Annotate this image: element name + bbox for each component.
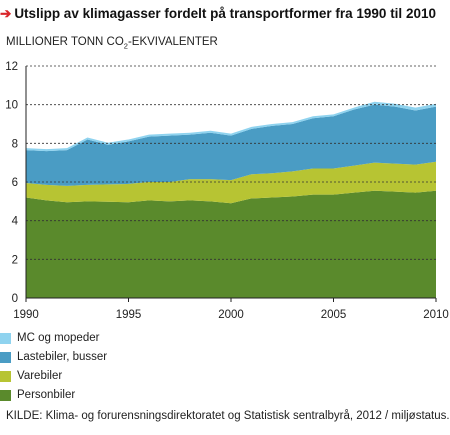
- y-tick-label: 6: [12, 177, 18, 189]
- legend-label: Lastebiler, busser: [17, 351, 108, 363]
- x-tick-label: 1990: [13, 309, 39, 321]
- gridlines: [26, 65, 436, 260]
- legend-swatch: [0, 352, 11, 363]
- legend-label: Varebiler: [17, 370, 63, 382]
- y-tick-label: 8: [12, 138, 18, 150]
- y-tick-label: 12: [5, 61, 18, 73]
- legend-swatch: [0, 371, 11, 382]
- legend-swatch: [0, 390, 11, 401]
- legend-label: MC og mopeder: [17, 332, 100, 344]
- area-varebiler: [26, 161, 436, 204]
- y-axis-unit-label: MILLIONER TONN CO2-EKVIVALENTER: [6, 36, 218, 50]
- arrow-right-icon: ➔: [0, 6, 12, 21]
- x-tick-label: 2010: [423, 309, 449, 321]
- unit-subscript: 2: [123, 41, 128, 51]
- y-tick-label: 0: [12, 293, 18, 305]
- chart-title: ➔ Utslipp av klimagasser fordelt på trans…: [0, 6, 436, 22]
- area-personbiler: [26, 190, 436, 298]
- unit-prefix: MILLIONER TONN CO: [6, 36, 124, 48]
- y-tick-label: 4: [12, 216, 19, 228]
- source-note: KILDE: Klima- og forurensningsdirektorat…: [6, 410, 450, 422]
- legend-label: Personbiler: [17, 389, 76, 401]
- legend-swatch: [0, 333, 11, 344]
- area-chart: 0 2 4 6 8 10 12 1990 1995 2000 2005 2010: [5, 61, 449, 321]
- y-tick-labels: 0 2 4 6 8 10 12: [5, 61, 18, 305]
- area-lastebiler-busser: [26, 104, 436, 186]
- x-tick-label: 2005: [321, 309, 347, 321]
- x-tick-labels: 1990 1995 2000 2005 2010: [13, 298, 449, 321]
- unit-suffix: -EKVIVALENTER: [127, 36, 218, 48]
- chart-title-text: Utslipp av klimagasser fordelt på transp…: [14, 6, 436, 21]
- x-tick-label: 1995: [116, 309, 142, 321]
- y-tick-label: 10: [5, 100, 18, 112]
- area-series-group: [26, 101, 436, 298]
- y-tick-label: 2: [12, 254, 18, 266]
- x-tick-label: 2000: [218, 309, 244, 321]
